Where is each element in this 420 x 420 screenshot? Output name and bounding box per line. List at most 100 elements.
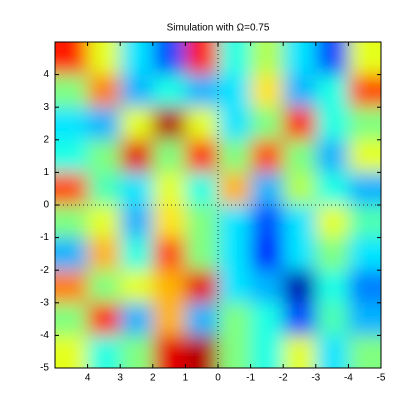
heatmap-cell bbox=[120, 42, 154, 76]
heatmap-cell bbox=[185, 107, 219, 141]
x-tick-label: 0 bbox=[215, 373, 221, 384]
y-tick-label: 3 bbox=[43, 102, 49, 113]
heatmap-cell bbox=[218, 335, 252, 368]
heatmap-cell bbox=[152, 74, 186, 108]
heatmap-cell bbox=[218, 107, 252, 141]
heatmap-cell bbox=[250, 335, 284, 368]
x-tick-label: -1 bbox=[246, 373, 255, 384]
heatmap-cell bbox=[152, 139, 186, 173]
x-tick-label: -3 bbox=[311, 373, 320, 384]
heatmap-cell bbox=[315, 270, 349, 304]
heatmap-cell bbox=[283, 107, 317, 141]
heatmap-cell bbox=[55, 172, 89, 206]
heatmap-cell bbox=[152, 205, 186, 239]
y-tick-label: -1 bbox=[40, 232, 49, 243]
heatmap-cell bbox=[250, 270, 284, 304]
heatmap-cell bbox=[283, 270, 317, 304]
heatmap-cell bbox=[185, 42, 219, 76]
heatmap-cell bbox=[250, 42, 284, 76]
heatmap-cell bbox=[218, 74, 252, 108]
heatmap-cell bbox=[185, 205, 219, 239]
heatmap-cell bbox=[315, 74, 349, 108]
heatmap-cell bbox=[348, 139, 381, 173]
heatmap-cell bbox=[152, 107, 186, 141]
heatmap-cell bbox=[152, 335, 186, 368]
heatmap-cell bbox=[348, 74, 381, 108]
y-tick-label: -5 bbox=[40, 363, 49, 374]
heatmap-cell bbox=[283, 205, 317, 239]
heatmap-cell bbox=[283, 335, 317, 368]
chart-title: Simulation with Ω=0.75 bbox=[167, 23, 270, 34]
heatmap-cell bbox=[348, 237, 381, 271]
heatmap-cell bbox=[87, 237, 121, 271]
y-tick-label: 4 bbox=[43, 69, 49, 80]
heatmap-cell bbox=[152, 42, 186, 76]
heatmap-cell bbox=[315, 107, 349, 141]
heatmap-cell bbox=[185, 172, 219, 206]
heatmap-cell bbox=[87, 107, 121, 141]
heatmap-cell bbox=[55, 270, 89, 304]
y-tick-label: 2 bbox=[43, 134, 49, 145]
heatmap-cell bbox=[87, 42, 121, 76]
heatmap-cell bbox=[283, 139, 317, 173]
heatmap-cell bbox=[283, 42, 317, 76]
heatmap-cell bbox=[250, 107, 284, 141]
heatmap-cell bbox=[87, 172, 121, 206]
heatmap-cell bbox=[87, 335, 121, 368]
heatmap bbox=[55, 42, 381, 368]
heatmap-cell bbox=[120, 172, 154, 206]
heatmap-cell bbox=[315, 302, 349, 336]
heatmap-cell bbox=[120, 270, 154, 304]
heatmap-cell bbox=[152, 172, 186, 206]
heatmap-cell bbox=[185, 335, 219, 368]
x-tick-label: -4 bbox=[344, 373, 353, 384]
heatmap-cell bbox=[315, 205, 349, 239]
heatmap-cell bbox=[218, 42, 252, 76]
heatmap-cell bbox=[120, 74, 154, 108]
heatmap-cell bbox=[55, 42, 89, 76]
y-tick-label: 1 bbox=[43, 167, 49, 178]
x-tick-label: 4 bbox=[85, 373, 91, 384]
y-tick-label: 0 bbox=[43, 200, 49, 211]
x-tick-label: 3 bbox=[117, 373, 123, 384]
heatmap-cell bbox=[348, 302, 381, 336]
heatmap-cell bbox=[348, 172, 381, 206]
heatmap-cell bbox=[55, 237, 89, 271]
heatmap-cell bbox=[87, 139, 121, 173]
heatmap-cell bbox=[120, 107, 154, 141]
heatmap-cell bbox=[283, 172, 317, 206]
heatmap-cell bbox=[348, 270, 381, 304]
heatmap-cell bbox=[185, 139, 219, 173]
heatmap-cell bbox=[152, 302, 186, 336]
heatmap-cell bbox=[315, 172, 349, 206]
heatmap-cell bbox=[55, 107, 89, 141]
heatmap-cell bbox=[185, 302, 219, 336]
heatmap-cell bbox=[250, 302, 284, 336]
y-tick-label: -2 bbox=[40, 265, 49, 276]
heatmap-cell bbox=[218, 237, 252, 271]
heatmap-cell bbox=[185, 270, 219, 304]
heatmap-cell bbox=[87, 74, 121, 108]
heatmap-cell bbox=[283, 74, 317, 108]
heatmap-cell bbox=[55, 74, 89, 108]
ticks: 4 3 2 1 0 -1 -2 -3 -4 -5 -5 -4 -3 -2 -1 0 1 2 3 4 bbox=[40, 42, 386, 384]
x-tick-label: -5 bbox=[377, 373, 386, 384]
heatmap-cell bbox=[348, 107, 381, 141]
heatmap-cell bbox=[283, 237, 317, 271]
x-tick-label: 1 bbox=[183, 373, 189, 384]
heatmap-cell bbox=[315, 237, 349, 271]
heatmap-cell bbox=[348, 205, 381, 239]
heatmap-cell bbox=[87, 270, 121, 304]
heatmap-cell bbox=[185, 237, 219, 271]
heatmap-cell bbox=[315, 139, 349, 173]
x-tick-label: -2 bbox=[279, 373, 288, 384]
heatmap-cell bbox=[152, 270, 186, 304]
plot-area bbox=[55, 42, 381, 368]
heatmap-cell bbox=[120, 237, 154, 271]
heatmap-cell bbox=[55, 205, 89, 239]
y-tick-label: -3 bbox=[40, 297, 49, 308]
heatmap-cell bbox=[348, 42, 381, 76]
heatmap-cell bbox=[55, 139, 89, 173]
x-tick-label: 2 bbox=[150, 373, 156, 384]
